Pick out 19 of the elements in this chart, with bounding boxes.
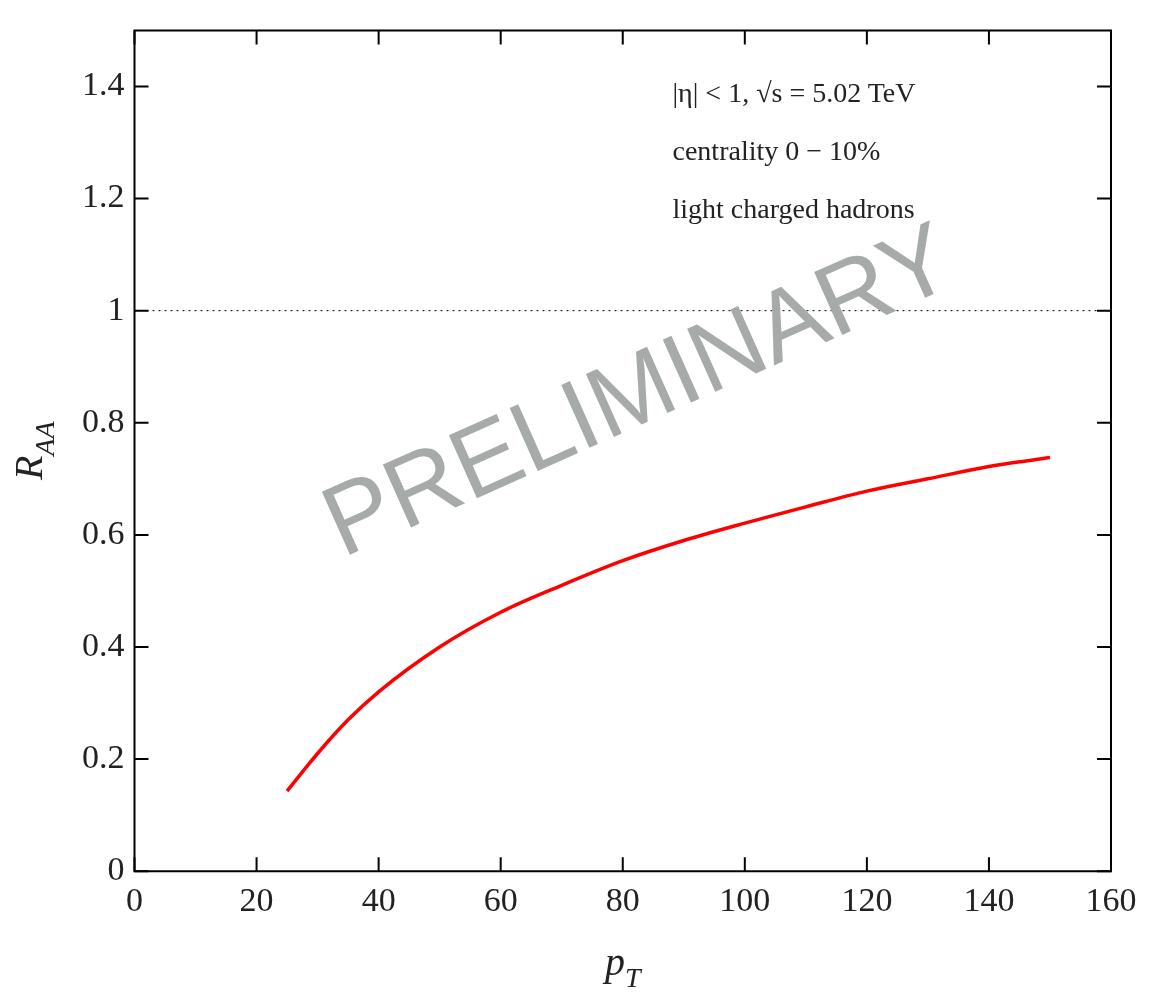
y-tick-label: 1	[107, 289, 125, 327]
annotation: centrality 0 − 10%	[672, 135, 881, 167]
x-tick-label: 100	[719, 880, 771, 918]
y-tick-label: 0.8	[82, 401, 125, 439]
x-tick-label: 20	[239, 880, 274, 918]
y-tick-label: 0.2	[82, 738, 125, 776]
x-tick-label: 80	[605, 880, 640, 918]
x-tick-label: 120	[841, 880, 893, 918]
x-tick-label: 160	[1085, 880, 1137, 918]
annotation: |η| < 1, √s = 5.02 TeV	[672, 77, 916, 109]
y-tick-label: 0.4	[82, 625, 125, 663]
y-axis-title: RAA	[6, 420, 60, 482]
y-tick-label: 0	[107, 850, 125, 888]
x-tick-label: 140	[963, 880, 1015, 918]
x-tick-label: 40	[361, 880, 396, 918]
y-tick-label: 1.4	[82, 65, 125, 103]
y-tick-label: 0.6	[82, 513, 125, 551]
y-tick-label: 1.2	[82, 177, 125, 215]
x-tick-label: 60	[483, 880, 518, 918]
